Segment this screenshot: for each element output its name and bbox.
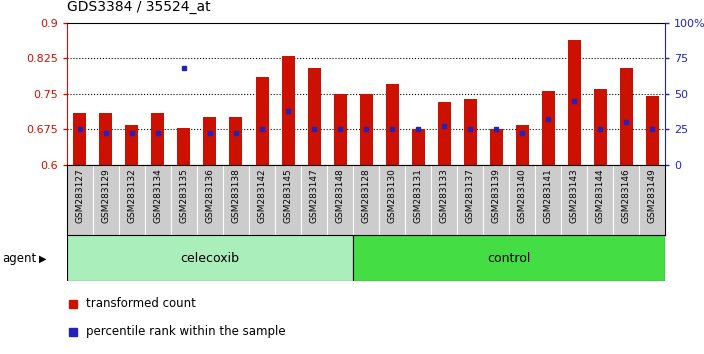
Bar — [620, 68, 633, 165]
Bar — [256, 77, 268, 165]
Text: transformed count: transformed count — [86, 297, 196, 310]
Text: GSM283149: GSM283149 — [648, 168, 657, 223]
Bar — [73, 113, 87, 165]
Bar — [567, 40, 581, 165]
Bar — [67, 235, 353, 281]
Text: GSM283148: GSM283148 — [336, 168, 344, 223]
Bar — [386, 84, 398, 165]
Text: GSM283133: GSM283133 — [439, 168, 448, 223]
Text: GSM283146: GSM283146 — [622, 168, 631, 223]
Text: GSM283140: GSM283140 — [517, 168, 527, 223]
Text: GSM283138: GSM283138 — [232, 168, 241, 223]
Bar — [151, 113, 165, 165]
Bar — [230, 118, 242, 165]
Bar — [282, 56, 294, 165]
Text: GSM283131: GSM283131 — [414, 168, 422, 223]
Text: GSM283144: GSM283144 — [596, 168, 605, 223]
Text: GDS3384 / 35524_at: GDS3384 / 35524_at — [67, 0, 210, 14]
Bar — [177, 128, 191, 165]
Bar — [334, 94, 346, 165]
Bar — [593, 89, 607, 165]
Text: GSM283132: GSM283132 — [127, 168, 137, 223]
Text: GSM283139: GSM283139 — [491, 168, 501, 223]
Text: GSM283145: GSM283145 — [284, 168, 293, 223]
Bar — [464, 98, 477, 165]
Text: GSM283135: GSM283135 — [180, 168, 189, 223]
Text: GSM283142: GSM283142 — [258, 168, 267, 223]
Bar — [353, 235, 665, 281]
Text: GSM283127: GSM283127 — [75, 168, 84, 223]
Bar — [541, 91, 555, 165]
Text: GSM283134: GSM283134 — [153, 168, 163, 223]
Bar — [203, 118, 217, 165]
Bar — [438, 102, 451, 165]
Text: GSM283147: GSM283147 — [310, 168, 318, 223]
Text: celecoxib: celecoxib — [180, 252, 239, 265]
Text: agent: agent — [2, 252, 37, 265]
Text: GSM283130: GSM283130 — [388, 168, 396, 223]
Text: GSM283141: GSM283141 — [543, 168, 553, 223]
Text: ▶: ▶ — [39, 253, 46, 263]
Bar — [516, 125, 529, 165]
Text: control: control — [487, 252, 531, 265]
Bar — [360, 94, 372, 165]
Bar — [125, 125, 139, 165]
Text: GSM283128: GSM283128 — [362, 168, 370, 223]
Bar — [412, 129, 425, 165]
Text: percentile rank within the sample: percentile rank within the sample — [86, 325, 286, 338]
Bar — [646, 96, 659, 165]
Text: GSM283143: GSM283143 — [570, 168, 579, 223]
Text: GSM283136: GSM283136 — [206, 168, 215, 223]
Bar — [490, 129, 503, 165]
Text: GSM283137: GSM283137 — [465, 168, 474, 223]
Bar — [308, 68, 320, 165]
Bar — [99, 113, 113, 165]
Text: GSM283129: GSM283129 — [101, 168, 111, 223]
